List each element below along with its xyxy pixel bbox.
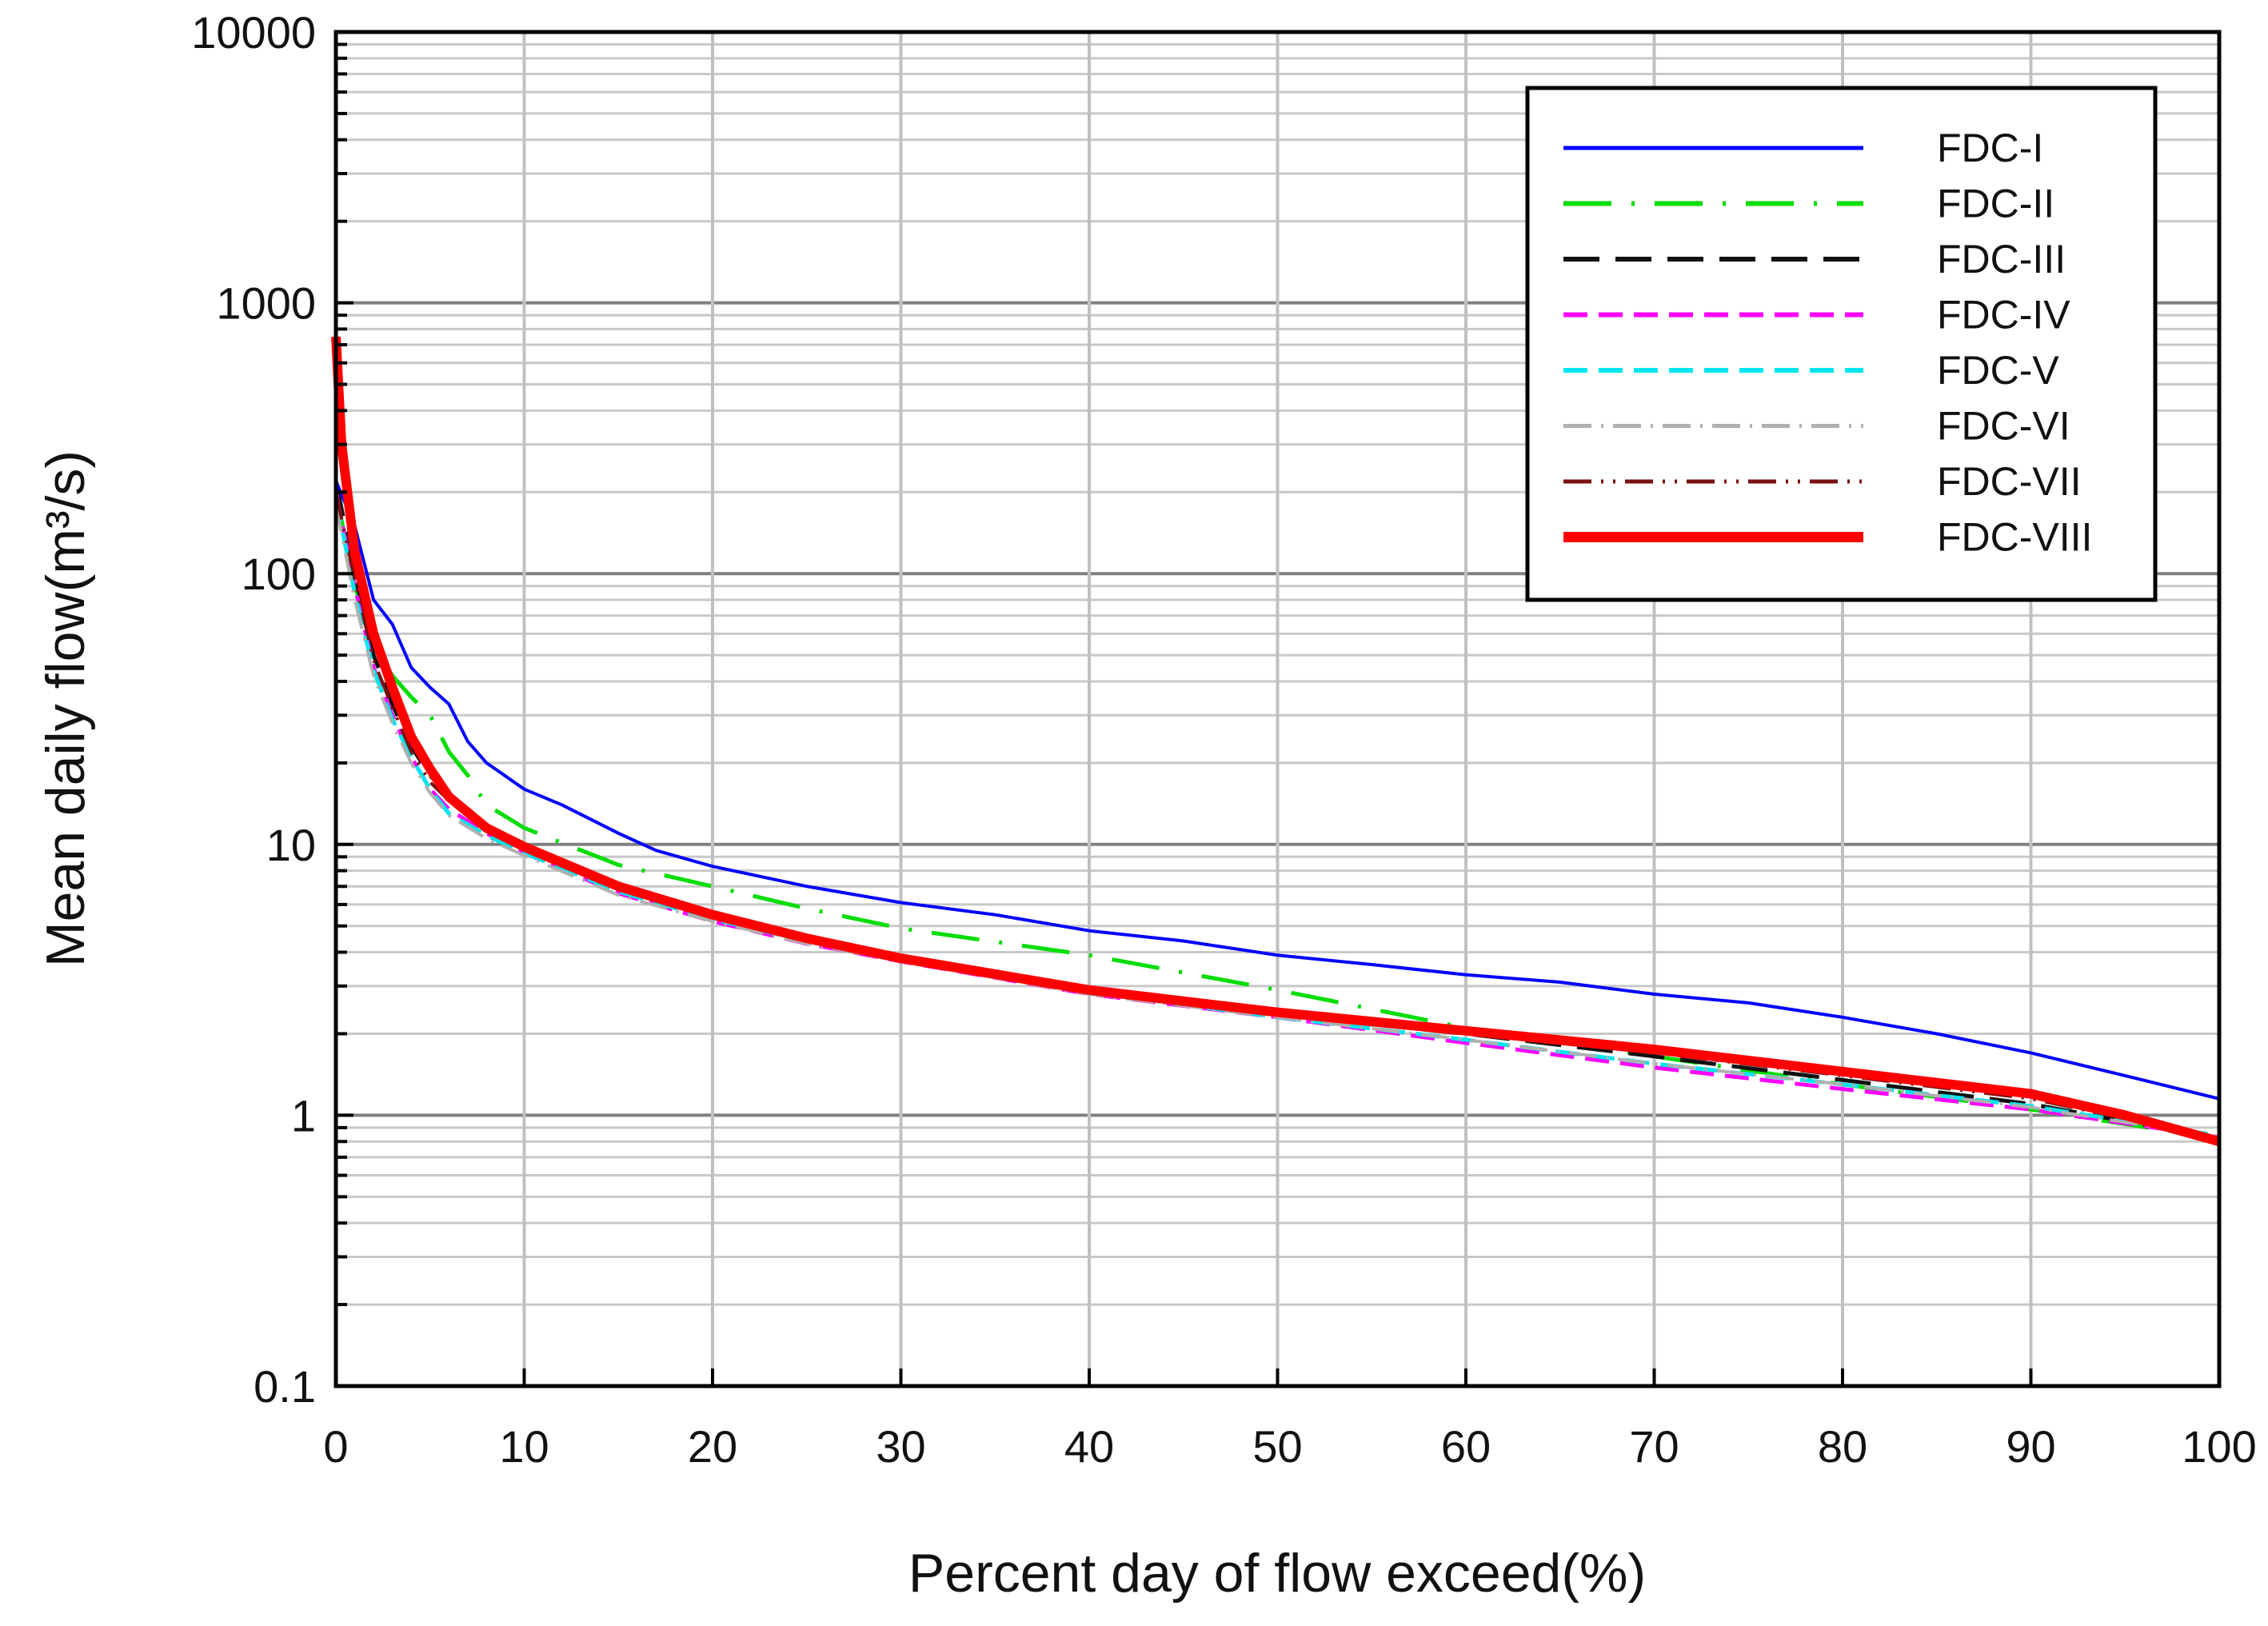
- y-tick-label: 10000: [191, 7, 316, 58]
- axis-ticks: 0 10 20 30 40 50 60 70 80 90 100 0.1 1 10 100 1000 10000: [191, 7, 2256, 1472]
- x-tick-label: 20: [688, 1421, 737, 1472]
- x-tick-label: 30: [876, 1421, 925, 1472]
- legend-label: FDC-IV: [1937, 293, 2070, 338]
- series-lines: [331, 336, 2221, 1146]
- x-tick-label: 10: [499, 1421, 549, 1472]
- series-line-fdc-viii: [331, 336, 2221, 1146]
- legend-label: FDC-III: [1937, 237, 2066, 282]
- x-tick-label: 100: [2182, 1421, 2256, 1472]
- legend-box: [1525, 86, 2158, 602]
- y-tick-label: 1000: [216, 278, 316, 329]
- x-tick-label: 70: [1629, 1421, 1679, 1472]
- legend-label: FDC-I: [1937, 126, 2043, 170]
- y-tick-label: 1: [291, 1090, 316, 1141]
- legend-label: FDC-VI: [1937, 404, 2070, 449]
- legend-label: FDC-V: [1937, 348, 2059, 393]
- x-tick-label: 80: [1818, 1421, 1867, 1472]
- x-tick-label: 50: [1252, 1421, 1302, 1472]
- x-tick-label: 40: [1064, 1421, 1114, 1472]
- series-line-fdc-vi: [334, 504, 2220, 1139]
- y-tick-label: 10: [266, 820, 316, 870]
- x-axis-label: Percent day of flow exceed(%): [908, 1543, 1646, 1604]
- x-tick-label: 60: [1441, 1421, 1491, 1472]
- x-tick-label: 0: [323, 1421, 348, 1472]
- y-tick-label: 100: [242, 549, 316, 599]
- legend-label: FDC-II: [1937, 182, 2054, 226]
- legend-label: FDC-VII: [1937, 459, 2082, 504]
- legend-label: FDC-VIII: [1937, 515, 2092, 560]
- y-axis-label: Mean daily flow(m³/s): [35, 450, 96, 967]
- series-line-fdc-i: [334, 480, 2220, 1101]
- y-tick-label: 0.1: [254, 1361, 316, 1412]
- legend: FDC-I FDC-II FDC-III FDC-IV FDC-V FDC-VI FDC-V…: [1525, 86, 2158, 602]
- x-tick-label: 90: [2006, 1421, 2055, 1472]
